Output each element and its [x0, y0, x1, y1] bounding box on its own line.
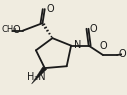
Text: O: O — [47, 4, 55, 14]
Text: H₂N: H₂N — [27, 72, 45, 82]
Text: N: N — [74, 40, 81, 50]
Text: O: O — [89, 24, 97, 34]
Text: O: O — [118, 49, 126, 59]
Text: O: O — [12, 25, 20, 35]
Text: CH₃: CH₃ — [1, 25, 17, 34]
Polygon shape — [31, 67, 47, 84]
Text: O: O — [99, 41, 107, 51]
